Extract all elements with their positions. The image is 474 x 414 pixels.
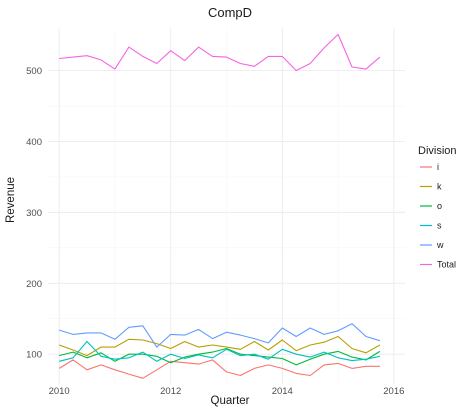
x-axis-title: Quarter <box>211 395 250 407</box>
x-tick-label: 2016 <box>383 386 404 397</box>
legend-label: i <box>437 162 439 172</box>
series-line-s <box>59 340 381 362</box>
x-tick-label: 2014 <box>272 386 293 397</box>
series-line-w <box>59 323 381 348</box>
y-tick-label: 100 <box>26 350 42 361</box>
legend-label: k <box>437 182 442 192</box>
series-lines <box>58 33 381 379</box>
series-line-o <box>59 347 381 366</box>
x-tick-label: 2010 <box>49 386 70 397</box>
series-line-total <box>59 33 381 72</box>
y-tick-label: 300 <box>26 208 42 219</box>
y-tick-label: 200 <box>26 279 42 290</box>
x-tick-label: 2012 <box>160 386 181 397</box>
chart-title: CompD <box>208 5 252 20</box>
legend-label: w <box>436 240 444 250</box>
series-line-i <box>58 359 380 379</box>
y-axis-ticks: 100 200 300 400 500 <box>26 66 42 361</box>
y-axis-title: Revenue <box>5 177 17 223</box>
x-axis-ticks: 2010 2012 2014 2016 <box>49 386 405 397</box>
legend-label: s <box>437 221 442 231</box>
y-tick-label: 400 <box>26 137 42 148</box>
y-tick-label: 500 <box>26 66 42 77</box>
series-line-k <box>59 335 381 357</box>
plot-grid <box>48 28 405 384</box>
legend-label: Total <box>437 260 456 270</box>
legend-label: o <box>437 201 442 211</box>
legend-title: Division <box>418 145 457 157</box>
